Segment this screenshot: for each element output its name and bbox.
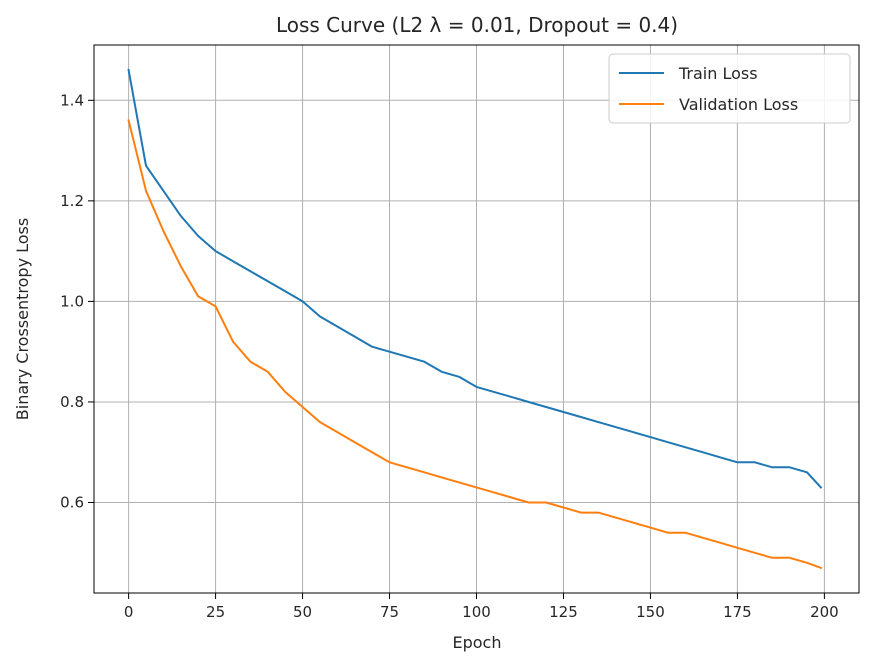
legend-box: [608, 53, 851, 124]
x-tick-label: 75: [380, 603, 399, 621]
y-tick-label: 1.4: [60, 91, 84, 109]
series-line-train-loss: [127, 68, 823, 489]
y-axis-label: Binary Crossentropy Loss: [13, 218, 32, 420]
legend-label-validation-loss: Validation Loss: [679, 95, 798, 114]
x-tick-label: 50: [293, 603, 312, 621]
y-tick-label: 0.6: [60, 494, 84, 512]
x-axis-label: Epoch: [453, 633, 502, 652]
x-tick-label: 200: [810, 603, 839, 621]
x-tick-label: 0: [124, 603, 134, 621]
legend-label-train-loss: Train Loss: [678, 64, 758, 83]
x-tick-label: 125: [549, 603, 578, 621]
axis-ticks: 0 25 50 75 100 125 150 175 200 0.6 0.8 1.0 1.2 1.4: [60, 91, 839, 621]
y-tick-label: 0.8: [60, 393, 84, 411]
x-tick-label: 175: [723, 603, 752, 621]
chart-title: Loss Curve (L2 λ = 0.01, Dropout = 0.4): [276, 13, 678, 37]
series-line-validation-loss: [127, 119, 823, 570]
x-tick-label: 150: [636, 603, 665, 621]
legend: Train Loss Validation Loss: [608, 53, 851, 124]
y-tick-label: 1.0: [60, 292, 84, 310]
y-tick-label: 1.2: [60, 192, 84, 210]
x-tick-label: 25: [206, 603, 225, 621]
x-tick-label: 100: [462, 603, 491, 621]
series-layer: [127, 68, 823, 570]
grid-lines: [94, 45, 859, 593]
